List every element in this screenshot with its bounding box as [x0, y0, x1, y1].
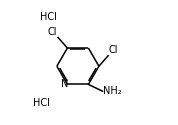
- Text: HCl: HCl: [33, 98, 50, 108]
- Text: NH₂: NH₂: [103, 86, 122, 96]
- Text: N: N: [61, 79, 68, 89]
- Text: Cl: Cl: [109, 45, 118, 55]
- Text: HCl: HCl: [40, 12, 56, 22]
- Text: Cl: Cl: [48, 27, 57, 37]
